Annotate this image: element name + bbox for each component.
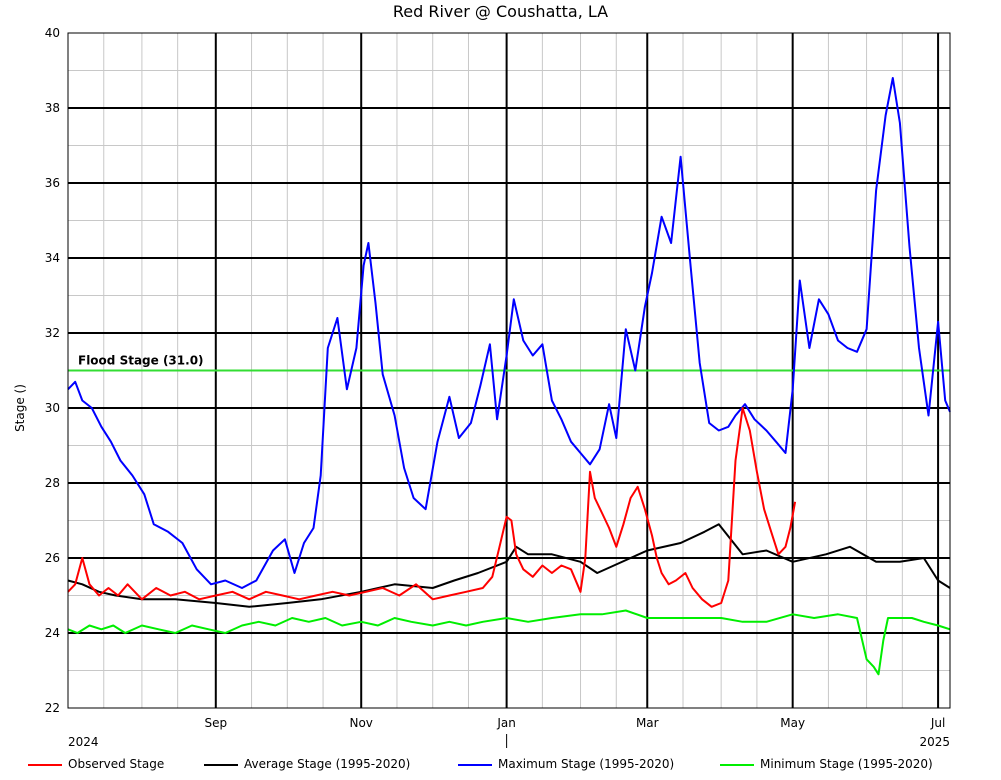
minimum-stage-line [67, 609, 951, 676]
plot-frame [67, 32, 951, 709]
average-stage-line [67, 523, 951, 608]
x-tick-label: Nov [349, 716, 372, 730]
y-tick-label: 30 [45, 401, 60, 415]
x-tick-label: Jan [496, 716, 516, 730]
legend-swatch-average [204, 763, 238, 766]
x-tick-label: Sep [204, 716, 227, 730]
y-tick-label: 24 [45, 626, 60, 640]
observed-stage-line [67, 407, 797, 608]
maximum-stage-line [67, 77, 951, 589]
chart-title: Red River @ Coushatta, LA [392, 2, 609, 21]
year-label: 2025 [919, 735, 950, 749]
reference-lines: Flood Stage (31.0) [68, 354, 950, 372]
legend-label-minimum: Minimum Stage (1995-2020) [760, 757, 933, 771]
y-tick-label: 40 [45, 26, 60, 40]
x-tick-label: Mar [636, 716, 659, 730]
year-label: 2024 [68, 735, 99, 749]
legend-swatch-observed [28, 763, 62, 766]
y-tick-label: 22 [45, 701, 60, 715]
legend-item-observed: Observed Stage [28, 757, 164, 773]
legend-item-average: Average Stage (1995-2020) [204, 757, 410, 773]
legend-swatch-minimum [720, 763, 754, 766]
legend-item-maximum: Maximum Stage (1995-2020) [458, 757, 674, 773]
y-tick-label: 34 [45, 251, 60, 265]
legend-label-observed: Observed Stage [68, 757, 165, 771]
flood-stage-label: Flood Stage (31.0) [78, 354, 204, 368]
legend-label-average: Average Stage (1995-2020) [244, 757, 411, 771]
y-tick-label: 36 [45, 176, 60, 190]
x-tick-label: May [780, 716, 805, 730]
axis-tick-labels: 22 24 26 28 30 32 34 36 38 40 Sep Nov Jan Mar May Jul 20… [45, 26, 950, 749]
legend-item-minimum: Minimum Stage (1995-2020) [720, 757, 933, 773]
y-tick-label: 28 [45, 476, 60, 490]
y-tick-label: 38 [45, 101, 60, 115]
series-lines [67, 77, 951, 676]
legend-swatch-maximum [458, 763, 492, 766]
x-tick-label: Jul [930, 716, 945, 730]
y-tick-label: 32 [45, 326, 60, 340]
y-tick-label: 26 [45, 551, 60, 565]
legend-label-maximum: Maximum Stage (1995-2020) [498, 757, 675, 771]
